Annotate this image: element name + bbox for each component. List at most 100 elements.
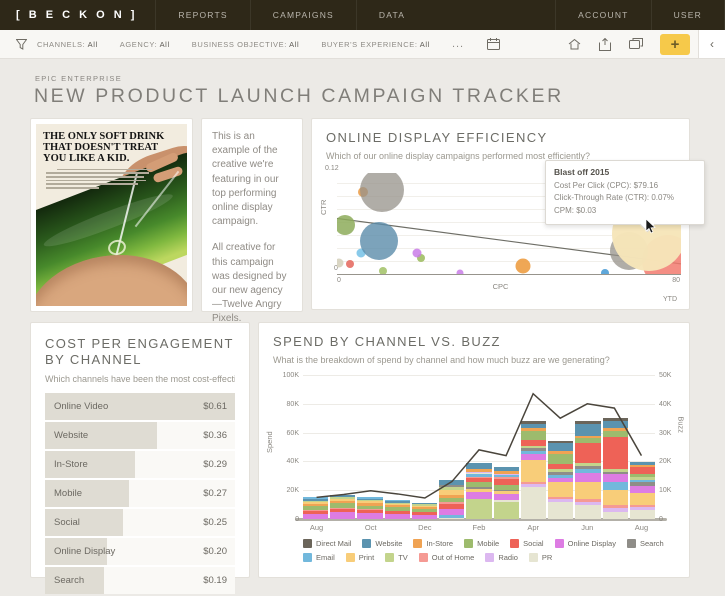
nav-item-reports[interactable]: REPORTS bbox=[155, 0, 249, 30]
bar-segment-print bbox=[357, 501, 383, 504]
bubble-chart-title: ONLINE DISPLAY EFFICIENCY bbox=[326, 130, 548, 145]
nav-item-user[interactable]: USER bbox=[650, 0, 725, 30]
bubble[interactable] bbox=[412, 248, 422, 258]
cost-row-in-store[interactable]: In-Store $0.29 bbox=[45, 450, 235, 478]
bubble[interactable] bbox=[600, 269, 609, 274]
legend-label: TV bbox=[398, 553, 408, 562]
legend-item-website[interactable]: Website bbox=[362, 539, 402, 548]
windows-icon[interactable] bbox=[629, 38, 643, 50]
filter-buyers-experience-label: BUYER'S EXPERIENCE: bbox=[321, 39, 418, 49]
legend-item-pr[interactable]: PR bbox=[528, 553, 552, 562]
legend-label: Print bbox=[358, 553, 375, 562]
ad-body-copy bbox=[46, 168, 178, 189]
nav-item-campaigns[interactable]: CAMPAIGNS bbox=[249, 0, 356, 30]
stacked-bar[interactable] bbox=[357, 497, 383, 519]
cost-chart-title: COST PER ENGAGEMENT BY CHANNEL bbox=[45, 336, 234, 368]
note-paragraph-1: This is an example of the creative we're… bbox=[212, 131, 279, 228]
bar-segment-mobile bbox=[411, 508, 438, 512]
legend-item-email[interactable]: Email bbox=[303, 553, 335, 562]
legend-swatch bbox=[413, 539, 423, 548]
cost-row-online-display[interactable]: Online Display $0.20 bbox=[45, 537, 235, 565]
filter-business-objective-value: All bbox=[289, 39, 300, 49]
cost-channel-label: In-Store bbox=[54, 458, 88, 470]
stacked-bar[interactable] bbox=[575, 421, 601, 519]
bubble[interactable] bbox=[356, 248, 366, 258]
filter-funnel-icon[interactable] bbox=[16, 38, 27, 50]
stacked-bar[interactable] bbox=[303, 497, 329, 519]
filter-agency[interactable]: AGENCY: All bbox=[120, 40, 170, 49]
bar-segment-website bbox=[384, 501, 410, 503]
cost-chart-subtitle: Which channels have been the most cost-e… bbox=[45, 373, 235, 384]
bar-segment-out-of-home bbox=[602, 504, 628, 508]
bubble[interactable] bbox=[360, 173, 405, 212]
add-button[interactable]: + bbox=[660, 33, 690, 55]
more-filters-button[interactable]: ... bbox=[451, 38, 465, 50]
cost-row-website[interactable]: Website $0.36 bbox=[45, 421, 235, 449]
legend-label: Direct Mail bbox=[316, 539, 352, 548]
bar-segment-tv bbox=[493, 501, 519, 519]
stacked-bar[interactable] bbox=[411, 502, 438, 519]
legend-item-direct-mail[interactable]: Direct Mail bbox=[303, 539, 351, 548]
left-tick: 60K bbox=[286, 429, 299, 437]
stacked-bar[interactable] bbox=[330, 494, 356, 519]
nav-item-data[interactable]: DATA bbox=[355, 0, 427, 30]
cost-bar bbox=[45, 537, 108, 565]
collapse-panel-button[interactable]: ‹ bbox=[698, 30, 725, 58]
bubble[interactable] bbox=[345, 259, 354, 268]
left-tick: 40K bbox=[286, 458, 299, 466]
nav-item-account[interactable]: ACCOUNT bbox=[555, 0, 650, 30]
period-label: YTD bbox=[663, 296, 677, 303]
bar-segment-print bbox=[384, 503, 410, 506]
cost-row-social[interactable]: Social $0.25 bbox=[45, 508, 235, 536]
legend-item-social[interactable]: Social bbox=[510, 539, 544, 548]
legend-swatch bbox=[626, 539, 636, 548]
legend-item-search[interactable]: Search bbox=[626, 539, 664, 548]
bubble[interactable] bbox=[337, 215, 355, 236]
filter-agency-value: All bbox=[159, 39, 170, 49]
legend-item-online-display[interactable]: Online Display bbox=[554, 539, 616, 548]
bar-segment-website bbox=[357, 498, 383, 501]
bar-segment-website bbox=[575, 424, 601, 436]
cost-row-search[interactable]: Search $0.19 bbox=[45, 566, 235, 594]
cost-rows: Online Video $0.61 Website $0.36 In-Store $0.… bbox=[45, 392, 235, 596]
cost-row-online-video[interactable]: Online Video $0.61 bbox=[45, 392, 235, 420]
legend-item-print[interactable]: Print bbox=[345, 553, 375, 562]
bar-segment-tv bbox=[466, 498, 492, 519]
legend-item-mobile[interactable]: Mobile bbox=[464, 539, 499, 548]
bubble[interactable] bbox=[379, 266, 388, 274]
legend-item-radio[interactable]: Radio bbox=[485, 553, 518, 562]
bubble[interactable] bbox=[359, 222, 398, 261]
stacked-bar[interactable] bbox=[493, 467, 519, 519]
bubble[interactable] bbox=[337, 258, 344, 268]
beckon-logo[interactable]: [ B E C K O N ] bbox=[16, 9, 138, 21]
stacked-bar[interactable] bbox=[439, 480, 465, 519]
creative-image-card[interactable]: THE ONLY SOFT DRINK THAT DOESN'T TREAT Y… bbox=[30, 118, 193, 312]
bubble[interactable] bbox=[456, 269, 464, 274]
bubble[interactable] bbox=[417, 254, 426, 262]
month-label bbox=[493, 523, 520, 532]
filter-channels[interactable]: CHANNELS: All bbox=[37, 40, 98, 49]
stacked-bar[interactable] bbox=[520, 421, 547, 519]
filter-buyers-experience[interactable]: BUYER'S EXPERIENCE: All bbox=[321, 40, 430, 49]
bar-segment-print bbox=[602, 490, 628, 505]
cost-row-mobile[interactable]: Mobile $0.27 bbox=[45, 479, 235, 507]
filter-business-objective[interactable]: BUSINESS OBJECTIVE: All bbox=[192, 40, 300, 49]
bubble[interactable] bbox=[515, 258, 531, 274]
bar-segment-online-display bbox=[303, 513, 329, 519]
stacked-bar[interactable] bbox=[548, 441, 574, 519]
export-icon[interactable] bbox=[599, 37, 611, 51]
bar-segment-out-of-home bbox=[384, 510, 410, 512]
x-axis-label: CPC bbox=[492, 282, 509, 291]
stacked-bar[interactable] bbox=[384, 500, 410, 519]
legend-item-in-store[interactable]: In-Store bbox=[413, 539, 453, 548]
stacked-bar[interactable] bbox=[466, 462, 492, 519]
filter-channels-value: All bbox=[87, 39, 98, 49]
bar-segment-social bbox=[411, 512, 438, 515]
home-icon[interactable] bbox=[568, 38, 581, 50]
stacked-bar[interactable] bbox=[629, 462, 656, 519]
stacked-bar[interactable] bbox=[602, 418, 628, 519]
legend-item-out-of-home[interactable]: Out of Home bbox=[418, 553, 474, 562]
calendar-icon[interactable] bbox=[487, 38, 501, 50]
legend-item-tv[interactable]: TV bbox=[385, 553, 408, 562]
cost-bar bbox=[45, 450, 136, 478]
